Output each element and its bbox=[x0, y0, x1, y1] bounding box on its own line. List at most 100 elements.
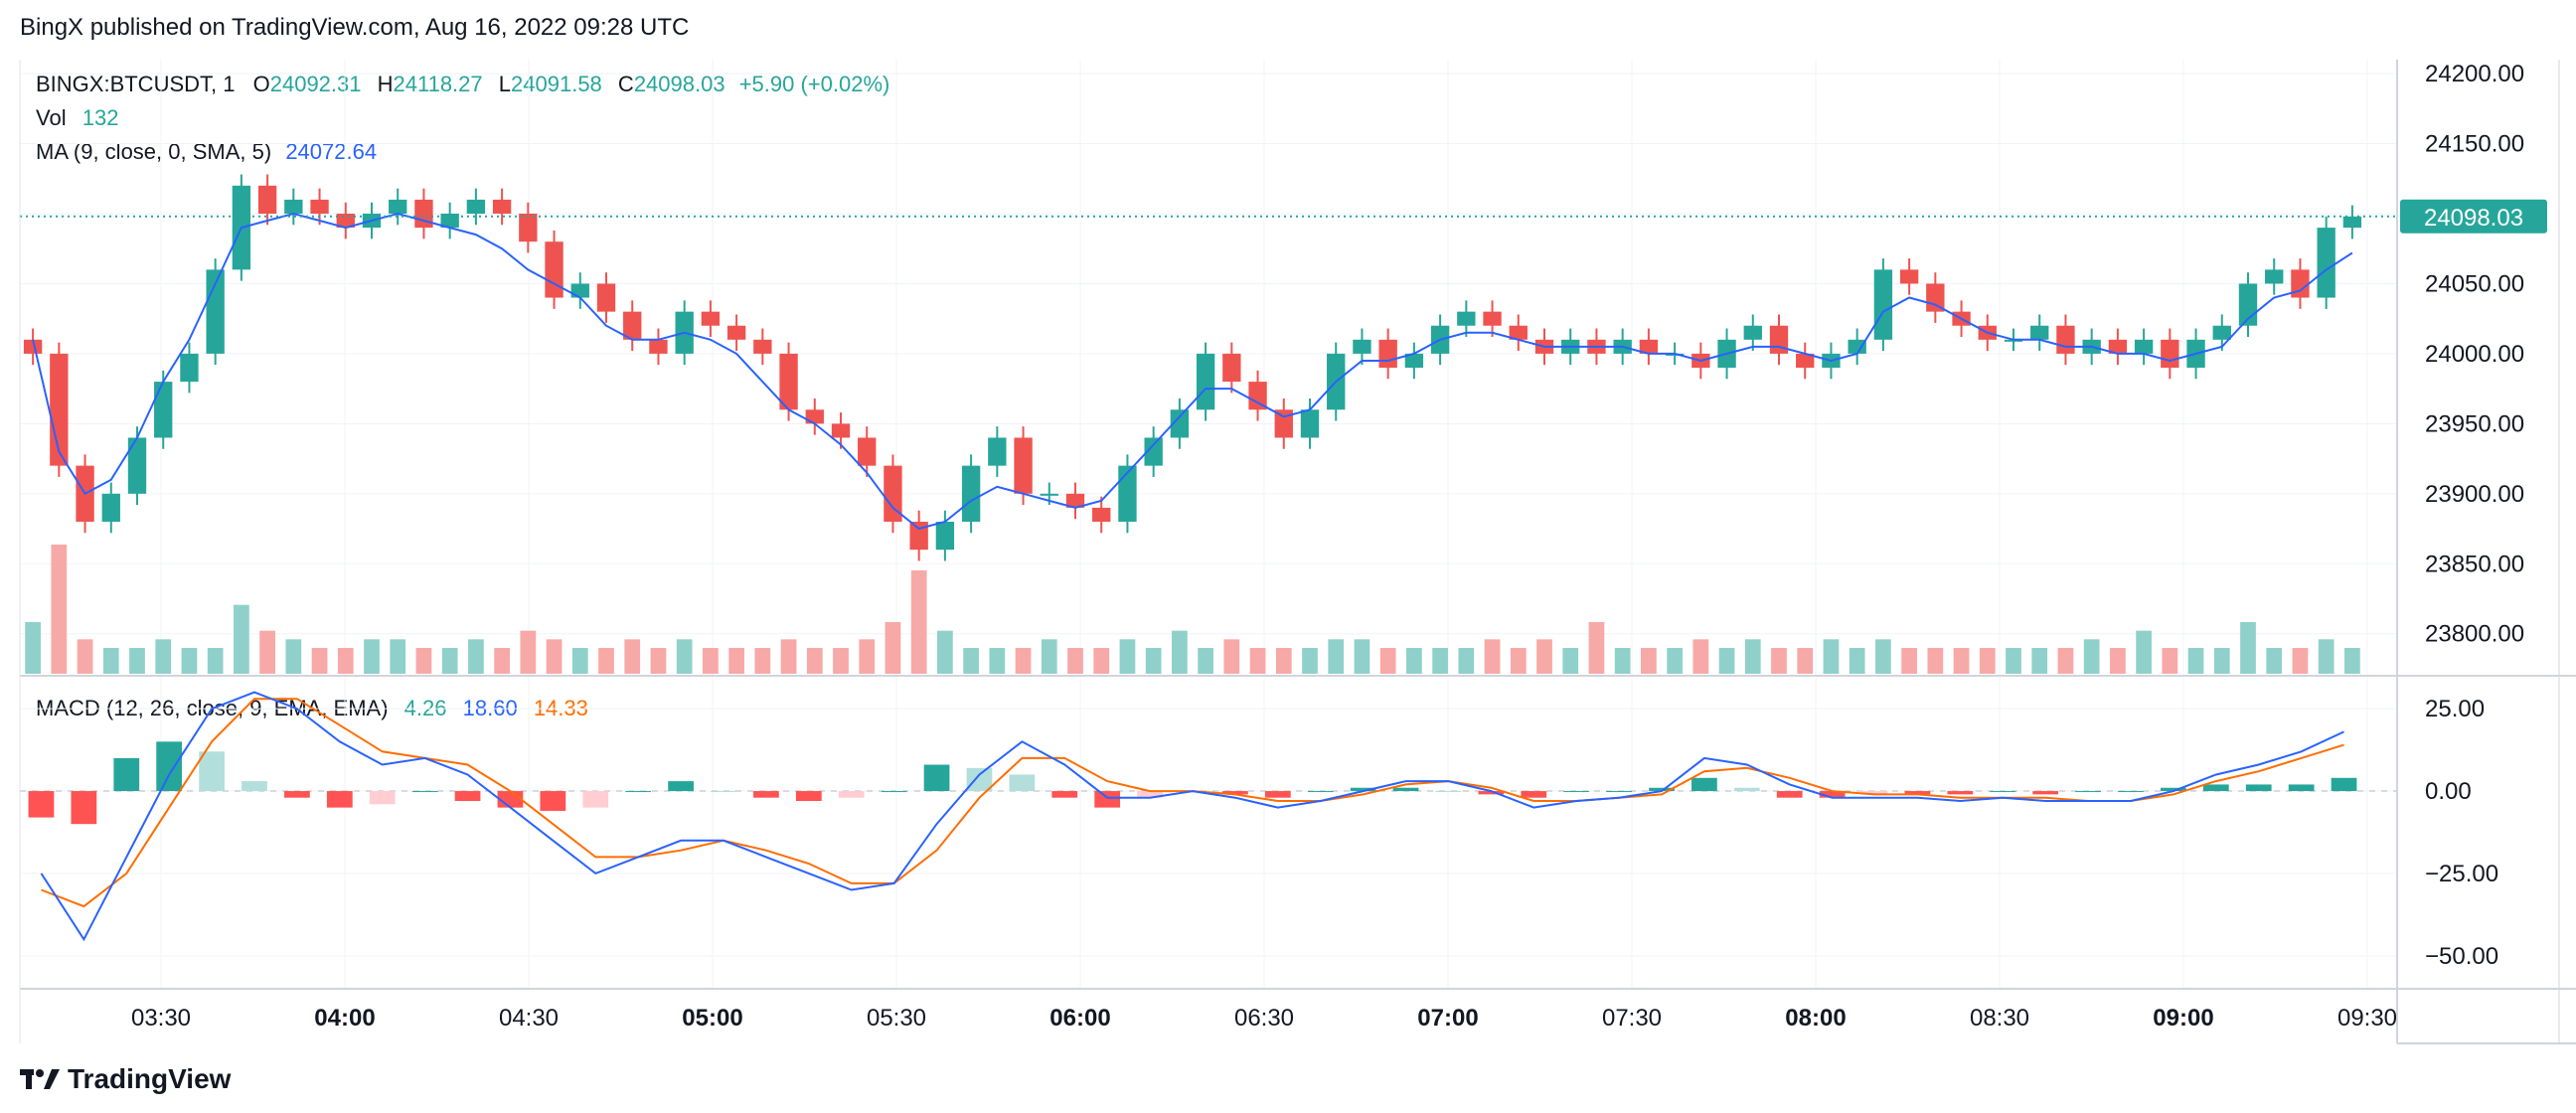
time-tick-label: 08:30 bbox=[1970, 1005, 2029, 1032]
volume-bar bbox=[155, 639, 172, 674]
macd-histogram-bar bbox=[2331, 777, 2357, 792]
volume-bar bbox=[1406, 648, 1422, 674]
candle-body bbox=[440, 214, 459, 229]
candle-body bbox=[1926, 283, 1945, 312]
candle-body bbox=[23, 339, 43, 354]
volume-legend[interactable]: Vol 132 bbox=[36, 105, 118, 131]
macd-histogram-bar bbox=[881, 791, 907, 793]
macd-histogram-bar bbox=[1222, 791, 1248, 795]
time-tick-label: 07:30 bbox=[1602, 1005, 1662, 1032]
candle-body bbox=[180, 353, 199, 383]
volume-bar bbox=[1275, 648, 1292, 674]
volume-bar bbox=[703, 648, 719, 674]
published-header: BingX published on TradingView.com, Aug … bbox=[20, 14, 690, 41]
macd-histogram-bar bbox=[668, 781, 694, 792]
candle-body bbox=[389, 199, 407, 214]
volume-bar bbox=[285, 639, 302, 674]
candle-body bbox=[1353, 339, 1371, 354]
volume-bar bbox=[234, 604, 249, 674]
macd-histogram-bar bbox=[242, 781, 267, 792]
volume-bar bbox=[1901, 648, 1917, 674]
volume-bar bbox=[624, 639, 641, 674]
volume-bar bbox=[311, 648, 328, 674]
tradingview-logo[interactable]: TradingView bbox=[20, 1063, 231, 1095]
volume-label: Vol bbox=[36, 105, 67, 130]
volume-bar bbox=[441, 648, 458, 674]
close-value: 24098.03 bbox=[633, 72, 725, 96]
price-pane bbox=[20, 174, 2397, 674]
candle-body bbox=[2108, 339, 2128, 354]
candle-body bbox=[492, 199, 512, 214]
volume-bar bbox=[1771, 648, 1787, 674]
macd-signal-value: 14.33 bbox=[533, 696, 588, 720]
volume-bar bbox=[859, 639, 876, 674]
volume-bar bbox=[1797, 648, 1814, 674]
candle-body bbox=[1274, 409, 1293, 438]
candle-body bbox=[570, 283, 589, 298]
macd-histogram-bar bbox=[1990, 791, 2016, 793]
candle-body bbox=[1196, 353, 1215, 410]
volume-bar bbox=[2057, 648, 2074, 674]
volume-bar bbox=[1249, 648, 1266, 674]
macd-histogram-bar bbox=[1606, 791, 1632, 793]
candle-body bbox=[1483, 311, 1502, 326]
candle-body bbox=[1144, 437, 1163, 466]
candle-body bbox=[284, 199, 303, 214]
candle-body bbox=[50, 353, 69, 466]
volume-bar bbox=[468, 639, 484, 674]
close-label: C bbox=[617, 72, 634, 96]
macd-histogram-bar bbox=[2288, 784, 2315, 792]
time-tick-label: 07:00 bbox=[1417, 1005, 1478, 1032]
volume-bar bbox=[181, 648, 198, 674]
candle-body bbox=[466, 199, 486, 214]
volume-bar bbox=[1145, 648, 1162, 674]
volume-bar bbox=[1458, 648, 1475, 674]
candle-body bbox=[2056, 325, 2075, 354]
high-value: 24118.27 bbox=[393, 72, 483, 96]
volume-bar bbox=[1172, 630, 1188, 674]
volume-bar bbox=[77, 639, 93, 674]
time-tick-label: 03:30 bbox=[131, 1005, 191, 1032]
symbol-label[interactable]: BINGX:BTCUSDT, 1 bbox=[36, 72, 236, 96]
candle-body bbox=[805, 409, 824, 424]
candle-body bbox=[1848, 339, 1866, 354]
candle-body bbox=[206, 269, 225, 354]
ohlc-legend: BINGX:BTCUSDT, 1 O24092.31 H24118.27 L24… bbox=[36, 72, 889, 97]
volume-bar bbox=[337, 648, 354, 674]
candle-body bbox=[414, 199, 433, 229]
macd-histogram-bar bbox=[2245, 784, 2272, 792]
candle-body bbox=[1300, 409, 1320, 438]
volume-bar bbox=[2031, 648, 2048, 674]
volume-bar bbox=[1953, 648, 1970, 674]
candle-body bbox=[988, 437, 1007, 466]
change-value: +5.90 (+0.02%) bbox=[738, 72, 890, 96]
macd-histogram-bar bbox=[1350, 787, 1376, 792]
volume-bar bbox=[1484, 639, 1501, 674]
time-tick-label: 04:00 bbox=[314, 1005, 375, 1032]
volume-bar bbox=[1667, 648, 1683, 674]
time-tick-label: 04:30 bbox=[499, 1005, 559, 1032]
macd-histogram-bar bbox=[113, 757, 140, 792]
volume-bar bbox=[1875, 639, 1891, 674]
volume-bar bbox=[2083, 639, 2100, 674]
macd-histogram-bar bbox=[1051, 791, 1078, 798]
candle-body bbox=[1222, 353, 1241, 383]
candle-body bbox=[2004, 339, 2023, 342]
volume-bar bbox=[1614, 648, 1631, 674]
volume-bar bbox=[1849, 648, 1865, 674]
candle-body bbox=[1404, 353, 1424, 368]
volume-bar bbox=[2292, 648, 2309, 674]
macd-histogram-bar bbox=[1733, 787, 1760, 792]
volume-bar bbox=[2006, 648, 2021, 674]
macd-histogram-bar bbox=[497, 791, 524, 808]
volume-bar bbox=[1041, 639, 1057, 674]
volume-bar bbox=[728, 648, 744, 674]
candle-body bbox=[336, 214, 355, 229]
price-tick-label: 24050.00 bbox=[2425, 270, 2524, 297]
volume-bar bbox=[546, 639, 563, 674]
price-tick-label: 23850.00 bbox=[2425, 551, 2524, 577]
candle-body bbox=[2317, 228, 2335, 298]
volume-bar bbox=[1510, 648, 1527, 674]
macd-histogram-bar bbox=[795, 791, 822, 801]
